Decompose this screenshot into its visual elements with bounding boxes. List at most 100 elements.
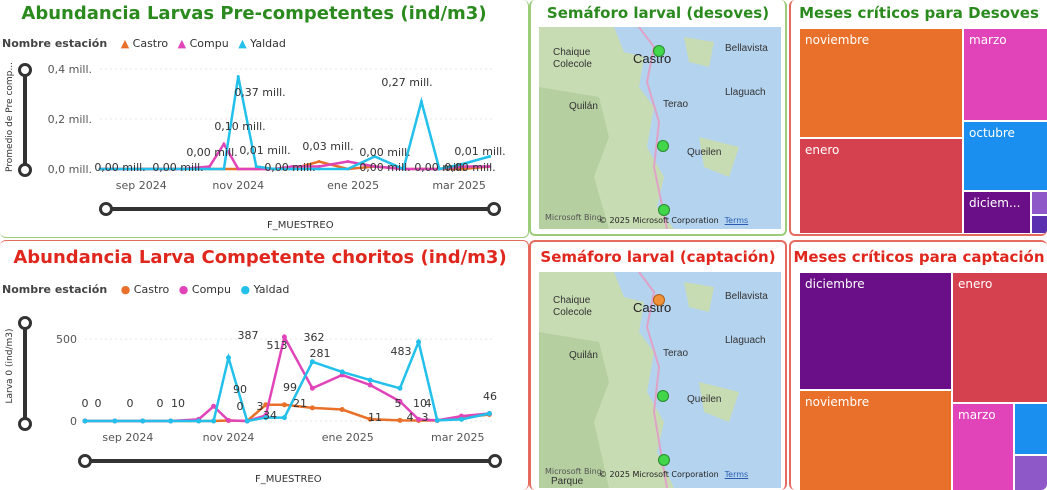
data-point-yaldad[interactable]: [196, 418, 202, 424]
treemap-tile-small-2[interactable]: [1014, 455, 1047, 490]
data-point-yaldad[interactable]: [208, 167, 212, 171]
slider-handle-start[interactable]: [78, 454, 92, 468]
data-point-yaldad[interactable]: [419, 100, 423, 103]
data-point-castro[interactable]: [339, 407, 345, 413]
y-slider-handle-bottom[interactable]: [18, 163, 32, 177]
data-point-yaldad[interactable]: [112, 418, 118, 424]
data-point-yaldad[interactable]: [346, 167, 350, 171]
treemap-tile-small-1[interactable]: [1031, 191, 1047, 215]
treemap-tile-diciembre[interactable]: diciembre: [799, 272, 952, 390]
data-point-castro[interactable]: [309, 405, 315, 411]
data-point-yaldad[interactable]: [211, 418, 217, 424]
legend-castro[interactable]: ● Castro: [120, 283, 170, 296]
data-point-yaldad[interactable]: [226, 355, 231, 361]
data-point-yaldad[interactable]: [437, 167, 441, 171]
data-point-compu[interactable]: [367, 382, 373, 388]
data-point-yaldad[interactable]: [434, 417, 440, 423]
data-point-yaldad[interactable]: [98, 167, 102, 171]
y-range-slider[interactable]: [23, 70, 27, 170]
data-point-yaldad[interactable]: [373, 155, 377, 158]
marker-green[interactable]: [653, 45, 665, 57]
bing-map[interactable]: Chaique Colecole Castro Bellavista Llagu…: [539, 27, 781, 229]
data-point-yaldad[interactable]: [458, 416, 464, 422]
marker-orange[interactable]: [653, 294, 665, 306]
data-point-yaldad[interactable]: [168, 418, 174, 424]
legend-compu[interactable]: ● Compu: [178, 283, 231, 296]
treemap-tile-marzo[interactable]: marzo: [952, 403, 1014, 490]
data-point-yaldad[interactable]: [272, 167, 276, 171]
data-point-yaldad[interactable]: [181, 167, 185, 171]
data-point-compu[interactable]: [208, 165, 212, 168]
treemap-tile-enero[interactable]: enero: [799, 138, 963, 234]
data-point-compu[interactable]: [290, 165, 294, 168]
data-point-yaldad[interactable]: [290, 167, 294, 171]
data-point-compu[interactable]: [281, 334, 287, 340]
treemap-tile-noviembre[interactable]: noviembre: [799, 390, 952, 490]
data-point-compu[interactable]: [236, 167, 240, 171]
data-point-castro[interactable]: [397, 417, 403, 423]
data-point-compu[interactable]: [226, 418, 231, 424]
data-point-compu[interactable]: [397, 398, 403, 404]
data-point-compu[interactable]: [254, 167, 258, 171]
marker-green[interactable]: [658, 204, 670, 216]
series-line-yaldad[interactable]: [85, 337, 490, 423]
series-line-yaldad[interactable]: [100, 76, 490, 171]
data-point-compu[interactable]: [461, 165, 465, 168]
terms-link[interactable]: Terms: [724, 470, 749, 479]
data-point-yaldad[interactable]: [416, 339, 422, 345]
treemap-tile-enero[interactable]: enero: [952, 272, 1047, 403]
data-point-yaldad[interactable]: [317, 167, 321, 171]
data-point-compu[interactable]: [309, 385, 315, 391]
data-point-compu[interactable]: [488, 165, 492, 168]
data-point-castro[interactable]: [461, 167, 465, 171]
slider-handle-end[interactable]: [488, 454, 502, 468]
legend-yaldad[interactable]: ● Yaldad: [240, 283, 290, 296]
data-point-yaldad[interactable]: [244, 418, 250, 424]
marker-green[interactable]: [657, 390, 669, 402]
y-slider-handle-top[interactable]: [18, 63, 32, 77]
data-point-yaldad[interactable]: [140, 418, 146, 424]
data-point-compu[interactable]: [222, 142, 226, 146]
data-point-compu[interactable]: [373, 165, 377, 168]
data-point-yaldad[interactable]: [281, 415, 287, 421]
data-point-yaldad[interactable]: [254, 165, 258, 168]
data-point-yaldad[interactable]: [154, 167, 158, 171]
treemap-tile-small-2[interactable]: [1031, 215, 1047, 234]
data-point-compu[interactable]: [211, 403, 217, 409]
y-range-slider[interactable]: [23, 323, 27, 423]
legend-yaldad[interactable]: ▲ Yaldad: [238, 37, 286, 50]
treemap-tile-small-1[interactable]: [1014, 403, 1047, 455]
pre-competent-line-chart[interactable]: 0,4 mill. 0,2 mill. 0,0 mill. sep 2024 nov 2…: [0, 0, 529, 238]
slider-handle-start[interactable]: [99, 202, 113, 216]
data-point-yaldad[interactable]: [127, 167, 131, 171]
data-point-yaldad[interactable]: [488, 155, 492, 158]
data-point-castro[interactable]: [367, 416, 373, 422]
data-point-yaldad[interactable]: [236, 75, 240, 78]
data-point-yaldad[interactable]: [263, 415, 269, 421]
data-point-compu[interactable]: [416, 416, 422, 422]
data-point-yaldad[interactable]: [309, 359, 315, 365]
y-slider-handle-bottom[interactable]: [18, 417, 32, 431]
marker-green[interactable]: [657, 140, 669, 152]
legend-compu[interactable]: ▲ Compu: [177, 37, 229, 50]
treemap-tile-noviembre[interactable]: noviembre: [799, 28, 963, 138]
data-point-yaldad[interactable]: [367, 377, 373, 383]
terms-link[interactable]: Terms: [724, 216, 749, 225]
data-point-compu[interactable]: [419, 167, 423, 171]
data-point-yaldad[interactable]: [339, 369, 345, 375]
data-point-compu[interactable]: [346, 160, 350, 163]
data-point-yaldad[interactable]: [486, 410, 492, 416]
data-point-castro[interactable]: [317, 160, 321, 163]
data-point-compu[interactable]: [317, 165, 321, 168]
marker-green[interactable]: [658, 454, 670, 466]
x-range-slider[interactable]: [105, 207, 495, 211]
data-point-yaldad[interactable]: [82, 418, 88, 424]
data-point-yaldad[interactable]: [461, 162, 465, 166]
x-range-slider[interactable]: [85, 459, 495, 463]
data-point-yaldad[interactable]: [401, 167, 405, 171]
slider-handle-end[interactable]: [487, 202, 501, 216]
legend-castro[interactable]: ▲ Castro: [120, 37, 169, 50]
bing-map[interactable]: Chaique Colecole Castro Bellavista Llagu…: [539, 272, 781, 488]
treemap-tile-diciembre[interactable]: diciem...: [963, 191, 1031, 234]
